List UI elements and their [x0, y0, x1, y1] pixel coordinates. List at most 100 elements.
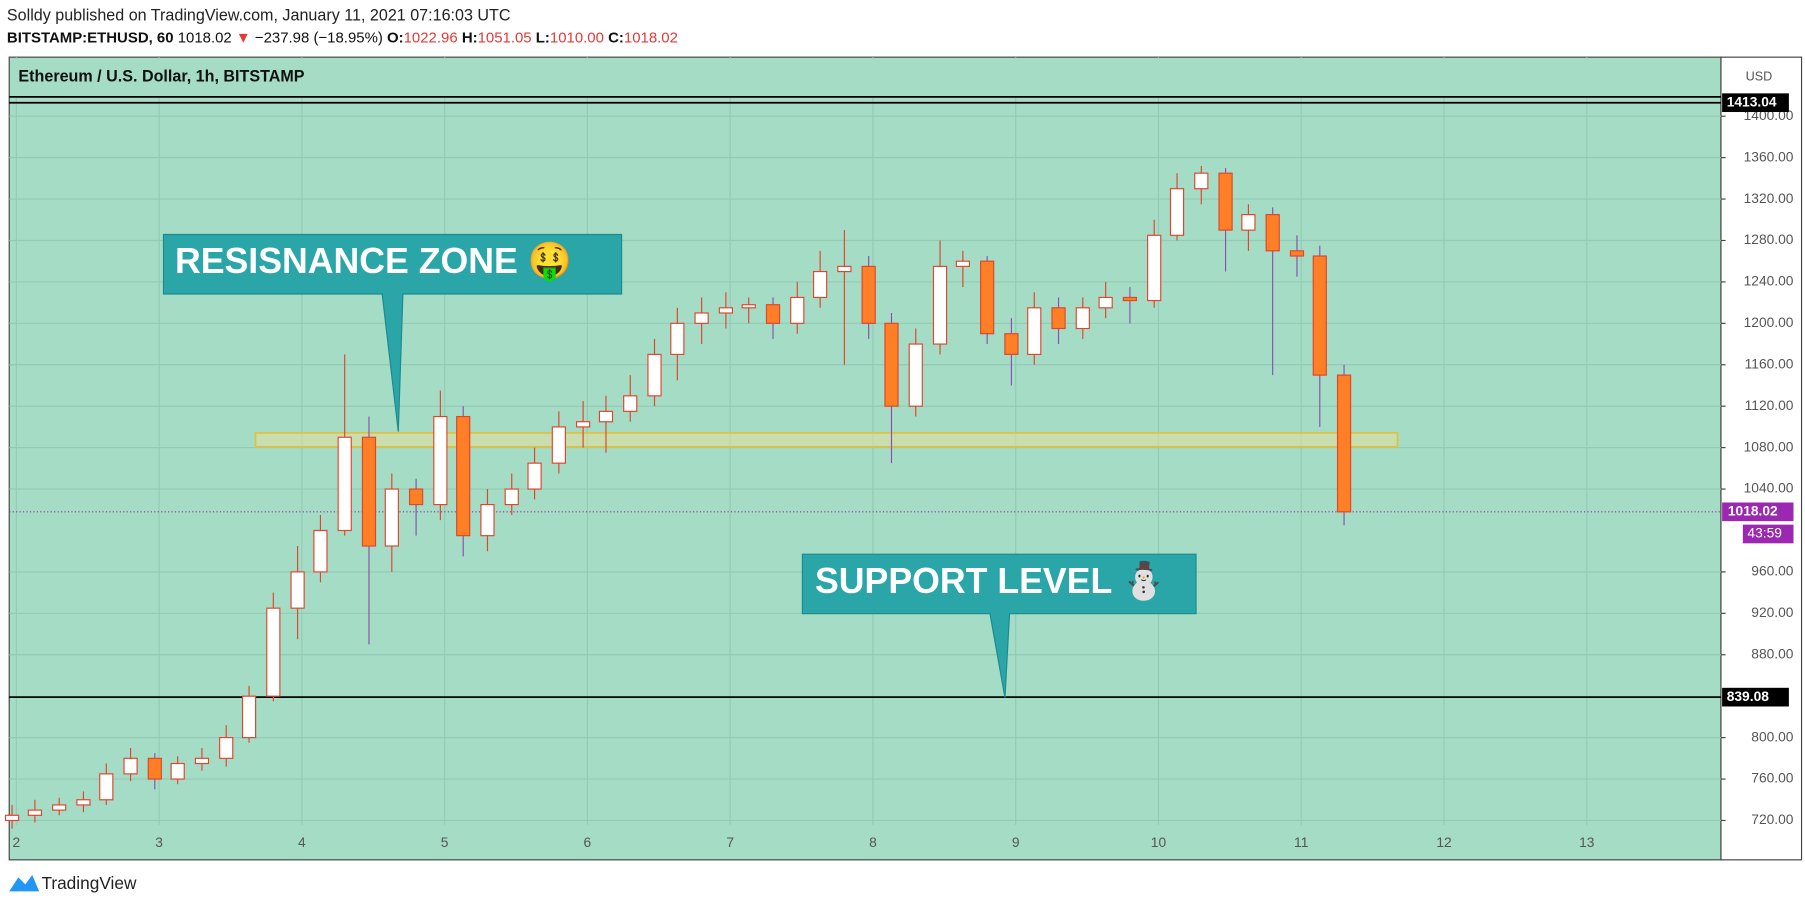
x-tick-label: 5: [441, 834, 449, 850]
y-tick-label: 1280.00: [1744, 231, 1794, 247]
candle-body: [433, 415, 448, 506]
y-tick-label: 920.00: [1751, 604, 1793, 620]
candle-body: [99, 773, 114, 801]
l: 1010.00: [550, 29, 604, 46]
x-tick-label: 10: [1151, 834, 1167, 850]
plot-area: [8, 56, 1722, 861]
support-text: SUPPORT LEVEL ⛄: [815, 560, 1166, 602]
candle-body: [718, 307, 734, 314]
candle-body: [1218, 172, 1233, 231]
level-tag: [1722, 93, 1789, 113]
publisher: Solldy published on TradingView.com, Jan…: [7, 7, 511, 25]
x-tick-label: 3: [155, 834, 163, 850]
y-tick-label: 1360.00: [1744, 148, 1794, 164]
candle-body: [647, 353, 662, 397]
price-axis: [1720, 56, 1803, 861]
x-tick-label: 11: [1294, 834, 1309, 850]
candle-body: [1336, 374, 1352, 513]
x-tick-label: 6: [584, 834, 592, 850]
y-tick-label: 1040.00: [1744, 480, 1794, 496]
h: 1051.05: [478, 29, 532, 46]
candle-body: [1051, 307, 1066, 330]
candle-body: [551, 426, 566, 464]
candle-body: [670, 322, 685, 355]
candle-body: [361, 436, 377, 547]
candle-body: [1194, 172, 1209, 190]
y-tick-label: 1240.00: [1744, 273, 1794, 289]
candle-body: [123, 757, 138, 775]
x-tick-label: 13: [1579, 834, 1595, 850]
candle-body: [76, 799, 91, 806]
price-tag: [1722, 502, 1794, 522]
candle-body: [980, 260, 995, 335]
candle-body: [290, 571, 305, 609]
resistance-zone: [254, 431, 1399, 448]
candle-body: [480, 504, 495, 537]
candle-body: [598, 410, 614, 423]
y-tick-label: 960.00: [1751, 563, 1793, 579]
candle-body: [266, 607, 281, 697]
candle-body: [384, 488, 399, 547]
symbol: BITSTAMP:ETHUSD, 60: [7, 29, 174, 46]
candle-body: [837, 265, 852, 273]
o-label: O:: [387, 29, 404, 46]
chart-title: Ethereum / U.S. Dollar, 1h, BITSTAMP: [18, 67, 304, 85]
candle-body: [884, 322, 899, 407]
x-tick-label: 2: [13, 834, 21, 850]
candle-body: [741, 304, 756, 309]
resistance-callout: [162, 233, 623, 432]
candle-body: [1098, 296, 1113, 309]
level-label: 1413.04: [1727, 93, 1777, 109]
candle-body: [932, 265, 948, 345]
resistance-text: RESISNANCE ZONE 🤑: [175, 240, 572, 282]
candle-body: [908, 343, 923, 407]
candle-body: [456, 415, 471, 537]
candle-body: [408, 488, 424, 506]
y-tick-label: 1120.00: [1745, 397, 1794, 413]
x-tick-label: 12: [1436, 834, 1452, 850]
candle-body: [812, 270, 828, 299]
candle-body: [1169, 188, 1185, 236]
title-bar: [10, 58, 1720, 96]
candle-body: [1027, 307, 1042, 355]
candle-body: [1122, 296, 1138, 302]
level-tag: [1722, 687, 1789, 707]
candle-body: [955, 260, 971, 267]
ohlc-line: BITSTAMP:ETHUSD, 60 1018.02 ▼ −237.98 (−…: [7, 29, 678, 46]
l-label: L:: [536, 29, 550, 46]
candle-body: [1265, 214, 1280, 252]
level-label: 839.08: [1727, 688, 1769, 704]
last-price: 1018.02: [178, 29, 232, 46]
candle-body: [1241, 214, 1256, 231]
candle-body: [1289, 250, 1305, 257]
candle-body: [790, 296, 805, 324]
footer-logo: TradingView: [41, 873, 136, 893]
candle-body: [576, 421, 591, 428]
candle-body: [147, 757, 162, 780]
countdown: 43:59: [1747, 525, 1782, 541]
candle-body: [694, 312, 709, 324]
change: −237.98 (−18.95%): [255, 29, 383, 46]
candle-body: [1312, 255, 1327, 376]
countdown-tag: [1742, 524, 1794, 544]
candle-body: [1147, 234, 1162, 302]
c-label: C:: [608, 29, 624, 46]
o: 1022.96: [404, 29, 458, 46]
candle-body: [241, 695, 257, 739]
y-tick-label: 880.00: [1751, 645, 1793, 661]
candle-body: [1004, 333, 1019, 355]
candle-body: [219, 737, 234, 759]
x-tick-label: 9: [1012, 834, 1020, 850]
h-label: H:: [462, 29, 478, 46]
logo-icon: [9, 875, 40, 892]
y-tick-label: 1080.00: [1744, 438, 1794, 454]
candles: [4, 165, 1352, 829]
candle-body: [1075, 307, 1090, 330]
y-tick-label: 1160.00: [1745, 355, 1794, 371]
candle-body: [194, 757, 210, 765]
y-tick-label: 760.00: [1751, 770, 1793, 786]
x-tick-label: 8: [869, 834, 877, 850]
x-tick-label: 7: [726, 834, 734, 850]
candle-body: [861, 265, 876, 324]
